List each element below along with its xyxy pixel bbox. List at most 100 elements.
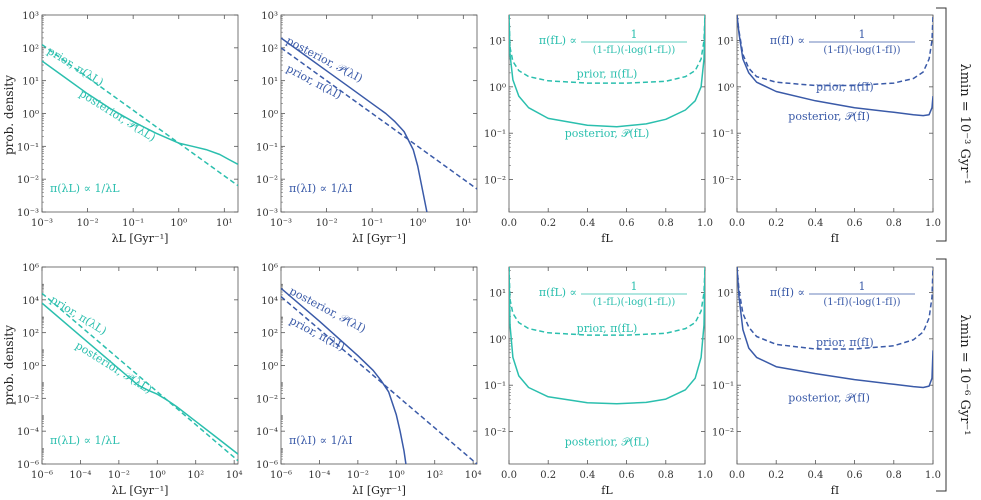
curve-label-first: prior, π(fI) — [816, 336, 874, 349]
y-tick-label: 10⁻³ — [256, 208, 278, 219]
x-tick-label: 1.0 — [697, 470, 713, 481]
formula-numerator: 1 — [859, 28, 866, 41]
decorations-layer: prob. density prob. density λmin = 10⁻³ … — [2, 7, 972, 492]
curve-label-second: posterior, 𝒫(fL) — [565, 435, 650, 448]
y-tick-label: 10⁰ — [261, 362, 278, 373]
chart-panel-r2c3: 10⁻² 10⁻¹ 10⁰ 10¹ 0.0 0.2 0.4 0.6 0.8 1.0 fL prior,… — [484, 266, 713, 497]
x-axis-label: λL [Gyr⁻¹] — [112, 232, 169, 245]
y-tick-label: 10⁴ — [22, 296, 39, 307]
x-tick-label: 1.0 — [697, 218, 713, 229]
plot-frame — [736, 14, 934, 213]
x-tick-label: 0.0 — [729, 218, 745, 229]
y-tick-label: 10¹ — [489, 288, 506, 299]
y-tick-label: 10⁴ — [261, 296, 278, 307]
x-axis-label: fI — [831, 232, 839, 245]
series-group — [42, 292, 238, 462]
plot-frame — [508, 14, 706, 213]
y-tick-label: 10⁻² — [17, 394, 39, 405]
x-tick-label: 10⁻² — [316, 218, 338, 229]
x-tick-label: 10⁻³ — [270, 218, 292, 229]
y-tick-label: 10⁰ — [717, 83, 734, 94]
x-tick-label: 1.0 — [925, 470, 941, 481]
x-tick-label: 0.4 — [579, 470, 595, 481]
curve-label-second: posterior, 𝒫(fI) — [788, 391, 870, 404]
curve-label-second: posterior, 𝒫(λL) — [77, 87, 158, 144]
x-tick-label: 10⁻¹ — [361, 218, 383, 229]
curve-label-first: prior, π(fL) — [577, 322, 638, 335]
y-tick-label: 10⁻² — [484, 428, 506, 439]
x-tick-label: 10⁰ — [388, 470, 405, 481]
prior-formula-annotation: π(λI) ∝ 1/λI — [289, 182, 353, 195]
formula-denominator: (1-fI)(-log(1-fI)) — [823, 297, 900, 308]
prior-formula-annotation: π(λL) ∝ 1/λL — [50, 182, 120, 195]
formula-lhs: π(fL) ∝ — [539, 286, 577, 299]
x-tick-label: 10⁻² — [108, 470, 130, 481]
x-tick-label: 0.0 — [501, 218, 517, 229]
x-tick-label: 0.2 — [540, 470, 556, 481]
x-axis-label: λI [Gyr⁻¹] — [352, 484, 406, 497]
y-tick-label: 10⁻¹ — [484, 129, 506, 140]
y-tick-label: 10⁻¹ — [712, 129, 734, 140]
x-axis-label: fL — [601, 484, 613, 497]
formula-denominator: (1-fL)(-log(1-fL)) — [593, 297, 676, 308]
prior-formula-annotation: π(λL) ∝ 1/λL — [50, 434, 120, 447]
y-tick-label: 10¹ — [22, 77, 39, 88]
x-tick-label: 10⁻¹ — [122, 218, 144, 229]
formula-numerator: 1 — [631, 280, 638, 293]
x-tick-label: 10⁴ — [465, 470, 482, 481]
posterior-curve — [737, 15, 933, 117]
y-tick-label: 10⁻¹ — [484, 381, 506, 392]
x-tick-label: 0.6 — [619, 470, 635, 481]
posterior-curve — [509, 15, 705, 128]
chart-panel-r2c1: 10⁻⁶ 10⁻⁴ 10⁻² 10⁰ 10² 10⁴ 10⁶ 10⁻⁶ 10⁻⁴ 10⁻² 10⁰ 1… — [17, 263, 243, 497]
y-axis-label-bottom: prob. density — [2, 325, 16, 405]
chart-panel-r2c2: 10⁻⁶ 10⁻⁴ 10⁻² 10⁰ 10² 10⁴ 10⁶ 10⁻⁶ 10⁻⁴ 10⁻² 10⁰ 1… — [256, 263, 482, 497]
x-axis-label: fL — [601, 232, 613, 245]
y-tick-label: 10⁻² — [17, 175, 39, 186]
prior-curve — [509, 267, 705, 336]
y-tick-label: 10⁻⁴ — [17, 427, 39, 438]
chart-panel-r1c4: 10⁻² 10⁻¹ 10⁰ 10¹ 0.0 0.2 0.4 0.6 0.8 1.0 fI prior,… — [712, 14, 941, 245]
posterior-curve — [281, 37, 428, 212]
formula-lhs: π(fL) ∝ — [539, 34, 577, 47]
curve-label-first: prior, π(fI) — [816, 81, 874, 94]
x-tick-label: 0.6 — [847, 218, 863, 229]
x-tick-label: 0.8 — [658, 470, 674, 481]
y-tick-label: 10⁶ — [22, 263, 39, 274]
chart-panel-r1c2: 10⁻³ 10⁻² 10⁻¹ 10⁰ 10¹ 10² 10³ 10⁻³ 10⁻² 10⁻¹ 10⁰ 1… — [256, 11, 478, 245]
y-tick-label: 10² — [261, 44, 278, 55]
x-tick-label: 10⁰ — [170, 218, 187, 229]
y-tick-label: 10⁻² — [484, 176, 506, 187]
row-label-top: λmin = 10⁻³ Gyr⁻¹ — [957, 63, 972, 184]
formula-lhs: π(fI) ∝ — [770, 34, 805, 47]
posterior-curve — [42, 60, 238, 166]
series-group — [281, 287, 477, 464]
formula-lhs: π(fI) ∝ — [770, 286, 805, 299]
y-tick-label: 10⁰ — [22, 362, 39, 373]
x-axis-label: λL [Gyr⁻¹] — [112, 484, 169, 497]
y-tick-label: 10⁰ — [22, 110, 39, 121]
posterior-curve — [737, 267, 933, 389]
formula-numerator: 1 — [631, 28, 638, 41]
x-tick-label: 10² — [426, 470, 443, 481]
x-tick-label: 0.2 — [768, 470, 784, 481]
x-tick-label: 0.0 — [501, 470, 517, 481]
y-tick-label: 10¹ — [261, 77, 278, 88]
x-tick-label: 0.6 — [847, 470, 863, 481]
curve-label-second: posterior, 𝒫(fL) — [565, 127, 650, 140]
y-axis-label-top: prob. density — [2, 75, 16, 155]
y-tick-label: 10⁻² — [712, 176, 734, 187]
chart-panel-r1c1: 10⁻³ 10⁻² 10⁻¹ 10⁰ 10¹ 10² 10³ 10⁻³ 10⁻² 10⁻¹ 10⁰ 1… — [17, 11, 239, 245]
y-tick-label: 10⁰ — [489, 335, 506, 346]
y-tick-label: 10⁻² — [256, 175, 278, 186]
prior-formula-annotation: π(λI) ∝ 1/λI — [289, 434, 353, 447]
x-tick-label: 0.2 — [768, 218, 784, 229]
curve-label-first: prior, π(λL) — [45, 44, 106, 89]
posterior-curve — [42, 302, 238, 455]
plot-frame — [508, 266, 706, 465]
x-tick-label: 10⁴ — [226, 470, 243, 481]
x-tick-label: 0.4 — [807, 218, 823, 229]
x-tick-label: 10⁻⁶ — [270, 470, 292, 481]
y-tick-label: 10⁶ — [261, 263, 278, 274]
prior-curve — [509, 15, 705, 84]
